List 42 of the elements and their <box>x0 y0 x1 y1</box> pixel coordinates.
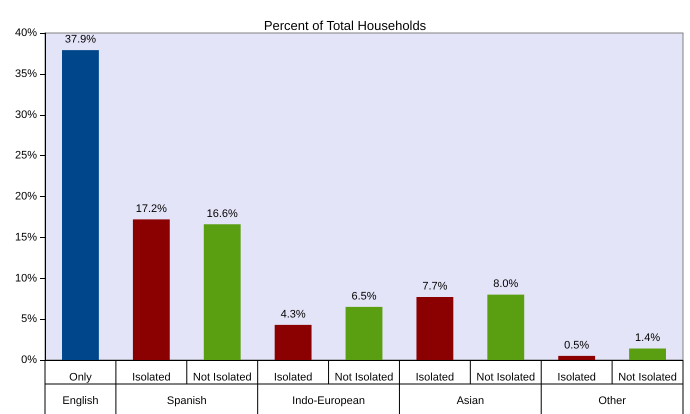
bar <box>346 306 382 360</box>
y-tick-label: 20% <box>14 190 38 202</box>
data-label: 4.3% <box>280 308 306 320</box>
y-tick-label: 5% <box>21 313 38 326</box>
x-tick-label: Isolated <box>416 372 454 384</box>
data-label: 17.2% <box>136 202 168 215</box>
bar <box>274 324 312 360</box>
bar <box>629 348 666 360</box>
data-label: 7.7% <box>422 280 448 293</box>
y-tick-label: 25% <box>14 150 38 162</box>
y-tick-label: 40% <box>14 27 38 39</box>
x-tick-label: Only <box>69 372 92 384</box>
chart-title: Percent of Total Households <box>264 18 427 33</box>
bar <box>487 294 524 360</box>
y-tick-label: 15% <box>14 231 38 244</box>
y-tick-label: 10% <box>14 272 38 284</box>
bar <box>62 50 99 360</box>
x-tick-label: Not Isolated <box>618 372 677 384</box>
x-tick-label: Not Isolated <box>192 372 252 384</box>
bar <box>558 356 596 360</box>
y-tick-label: 30% <box>14 108 38 121</box>
x-tick-label: Not Isolated <box>334 372 394 384</box>
bar <box>132 219 170 360</box>
bar <box>416 297 454 360</box>
data-label: 37.9% <box>64 34 96 46</box>
x-tick-label: Isolated <box>132 372 171 384</box>
bar <box>204 224 241 360</box>
data-label: 8.0% <box>493 278 519 290</box>
text: Spanish <box>166 395 207 407</box>
data-label: 16.6% <box>206 208 238 220</box>
y-tick-label: 0% <box>21 354 38 366</box>
text: Asian <box>456 395 484 407</box>
data-label: 0.5% <box>564 339 590 352</box>
text: English <box>62 395 98 407</box>
data-label: 6.5% <box>351 290 377 302</box>
y-tick-label: 35% <box>14 68 38 80</box>
data-label: 1.4% <box>635 332 660 344</box>
x-tick-label: Isolated <box>557 372 596 384</box>
text: Other <box>598 395 626 407</box>
x-tick-label: Not Isolated <box>476 372 536 384</box>
x-tick-label: Isolated <box>274 372 312 384</box>
text: Indo-European <box>292 395 365 407</box>
